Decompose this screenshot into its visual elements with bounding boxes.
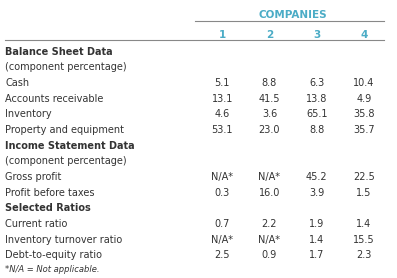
Text: Gross profit: Gross profit [5,172,62,182]
Text: 1.9: 1.9 [309,219,324,229]
Text: 45.2: 45.2 [306,172,328,182]
Text: 4.9: 4.9 [357,94,372,104]
Text: 10.4: 10.4 [353,78,375,88]
Text: 3: 3 [313,30,320,40]
Text: Inventory turnover ratio: Inventory turnover ratio [5,235,123,245]
Text: Profit before taxes: Profit before taxes [5,188,95,198]
Text: 13.8: 13.8 [306,94,328,104]
Text: Selected Ratios: Selected Ratios [5,203,91,213]
Text: 4: 4 [360,30,368,40]
Text: 53.1: 53.1 [212,125,233,135]
Text: 13.1: 13.1 [212,94,233,104]
Text: N/A*: N/A* [211,235,233,245]
Text: 16.0: 16.0 [259,188,280,198]
Text: 2.3: 2.3 [357,250,372,260]
Text: Debt-to-equity ratio: Debt-to-equity ratio [5,250,102,260]
Text: 1.7: 1.7 [309,250,324,260]
Text: 1: 1 [218,30,226,40]
Text: 1.4: 1.4 [309,235,324,245]
Text: 2.5: 2.5 [214,250,230,260]
Text: Accounts receivable: Accounts receivable [5,94,104,104]
Text: 2: 2 [266,30,273,40]
Text: COMPANIES: COMPANIES [259,10,328,20]
Text: N/A*: N/A* [258,172,280,182]
Text: 5.1: 5.1 [214,78,230,88]
Text: Balance Sheet Data: Balance Sheet Data [5,47,113,57]
Text: 35.8: 35.8 [353,109,375,119]
Text: Cash: Cash [5,78,29,88]
Text: 8.8: 8.8 [309,125,324,135]
Text: 15.5: 15.5 [353,235,375,245]
Text: Inventory: Inventory [5,109,52,119]
Text: 0.3: 0.3 [214,188,230,198]
Text: *N/A = Not applicable.: *N/A = Not applicable. [5,265,100,274]
Text: 3.6: 3.6 [262,109,277,119]
Text: N/A*: N/A* [211,172,233,182]
Text: Property and equipment: Property and equipment [5,125,124,135]
Text: 1.4: 1.4 [357,219,372,229]
Text: 8.8: 8.8 [262,78,277,88]
Text: 0.7: 0.7 [214,219,230,229]
Text: Current ratio: Current ratio [5,219,68,229]
Text: 22.5: 22.5 [353,172,375,182]
Text: 41.5: 41.5 [259,94,280,104]
Text: 23.0: 23.0 [259,125,280,135]
Text: 6.3: 6.3 [309,78,324,88]
Text: 35.7: 35.7 [353,125,375,135]
Text: 1.5: 1.5 [357,188,372,198]
Text: (component percentage): (component percentage) [5,156,127,166]
Text: N/A*: N/A* [258,235,280,245]
Text: 4.6: 4.6 [214,109,230,119]
Text: Income Statement Data: Income Statement Data [5,141,135,151]
Text: 3.9: 3.9 [309,188,324,198]
Text: 2.2: 2.2 [262,219,277,229]
Text: 65.1: 65.1 [306,109,328,119]
Text: 0.9: 0.9 [262,250,277,260]
Text: (component percentage): (component percentage) [5,62,127,72]
